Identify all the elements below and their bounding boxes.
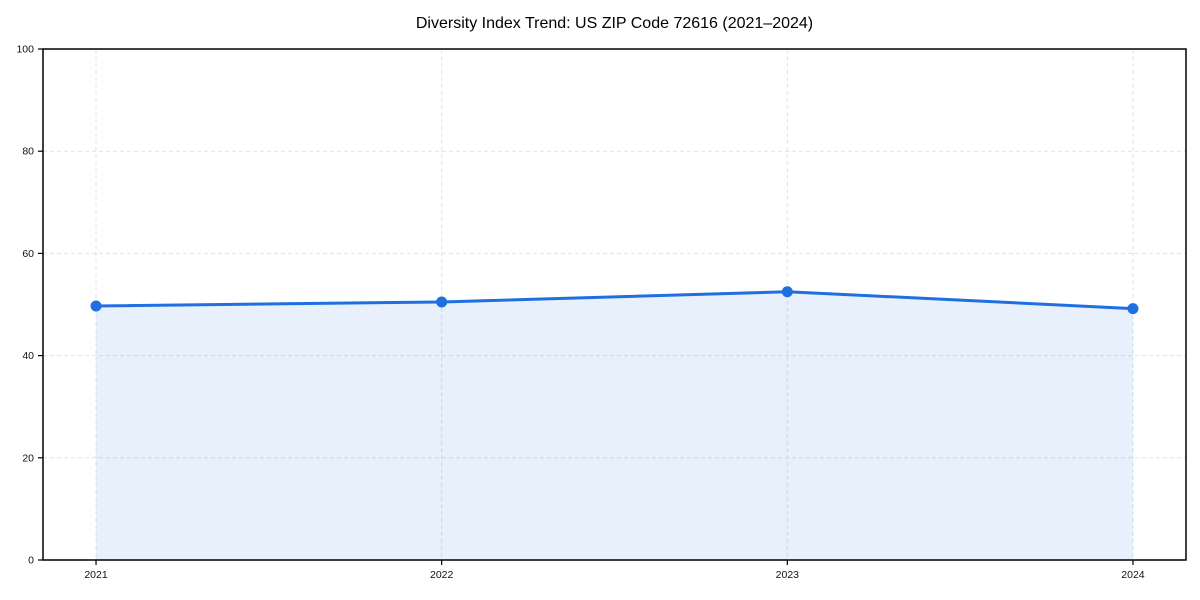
data-point-2023 <box>781 286 793 298</box>
x-tick-label: 2021 <box>84 569 108 581</box>
x-tick-label: 2023 <box>776 569 800 581</box>
plot-frame <box>42 48 1187 561</box>
x-tick-label: 2022 <box>430 569 454 581</box>
chart-title: Diversity Index Trend: US ZIP Code 72616… <box>416 15 813 32</box>
y-tick-label: 0 <box>28 555 34 567</box>
data-point-2024 <box>1127 303 1139 315</box>
y-tick-label: 20 <box>22 452 34 464</box>
area-fill <box>96 291 1133 560</box>
y-tick-label: 100 <box>16 44 34 56</box>
data-point-2021 <box>90 300 102 312</box>
trend-line <box>94 290 1135 311</box>
y-tick-label: 40 <box>22 350 34 362</box>
chart-layers: 0 20 40 60 80 100 2021 2022 2023 2024 <box>16 44 1187 581</box>
y-tick-label: 80 <box>22 146 34 158</box>
y-tick-label: 60 <box>22 248 34 260</box>
x-tick-label: 2024 <box>1121 569 1145 581</box>
data-point-2022 <box>436 296 448 308</box>
